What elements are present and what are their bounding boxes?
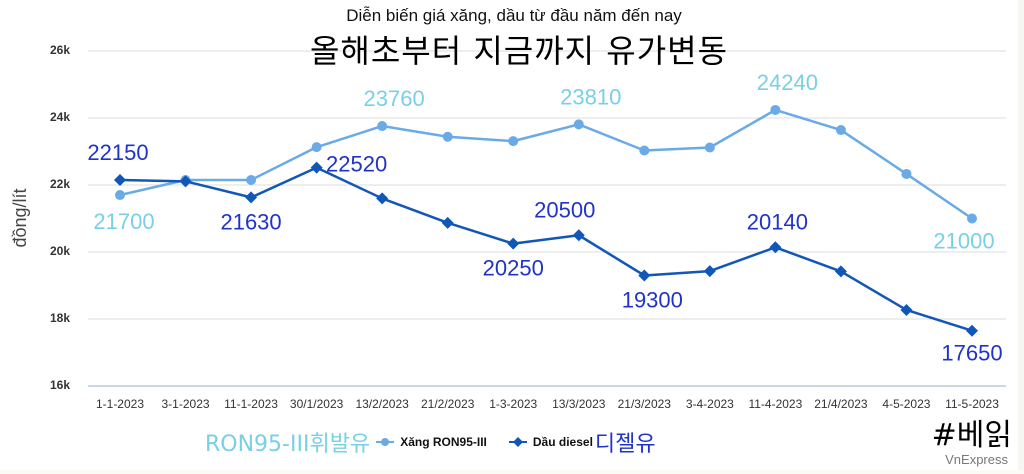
circle-data-point[interactable] bbox=[639, 145, 650, 156]
circle-data-point[interactable] bbox=[115, 190, 125, 201]
data-label: 20500 bbox=[534, 197, 595, 222]
source-credit: VnExpress bbox=[945, 452, 1008, 467]
chart-title: Diễn biến giá xăng, dầu từ đầu năm đến n… bbox=[346, 6, 682, 25]
series-line-2 bbox=[119, 166, 973, 332]
hashtag-watermark: #베읽 bbox=[931, 418, 1012, 453]
diamond-data-point[interactable] bbox=[966, 324, 978, 337]
data-label: 20140 bbox=[747, 209, 808, 234]
circle-data-point[interactable] bbox=[770, 104, 781, 115]
legend-label-gasoline: Xăng RON95-III bbox=[400, 435, 487, 449]
series-line-1 bbox=[119, 108, 973, 220]
x-tick-label: 21/2/2023 bbox=[420, 397, 475, 411]
circle-data-point[interactable] bbox=[377, 121, 388, 132]
diamond-data-point[interactable] bbox=[703, 265, 716, 278]
y-tick-label: 18k bbox=[49, 311, 70, 325]
circle-data-point[interactable] bbox=[573, 119, 584, 130]
x-tick-label: 21/4/2023 bbox=[814, 397, 868, 411]
diamond-data-point[interactable] bbox=[900, 303, 913, 316]
data-label: 22150 bbox=[87, 140, 148, 165]
legend-item-diesel[interactable]: Dầu diesel bbox=[508, 435, 593, 449]
circle-data-point[interactable] bbox=[967, 213, 977, 224]
circle-data-point[interactable] bbox=[835, 125, 846, 136]
legend-korean-gasoline-label: RON95-III휘발유 bbox=[205, 432, 371, 457]
chart-subtitle-korean: 올해초부터 지금까지 유가변동 bbox=[309, 32, 729, 70]
x-tick-label: 13/2/2023 bbox=[355, 397, 409, 411]
right-margin bbox=[1018, 0, 1024, 474]
data-label: 23760 bbox=[364, 86, 425, 111]
data-label: 19300 bbox=[622, 287, 683, 312]
x-tick-label: 3-1-2023 bbox=[161, 397, 210, 411]
diamond-marker-icon bbox=[508, 437, 527, 447]
y-tick-label: 16k bbox=[49, 378, 70, 392]
x-tick-label: 11-1-2023 bbox=[224, 397, 278, 411]
circle-marker-icon bbox=[376, 438, 395, 446]
diamond-data-point[interactable] bbox=[638, 269, 651, 282]
data-label: 17650 bbox=[941, 341, 1002, 366]
circle-data-point[interactable] bbox=[246, 174, 257, 185]
diamond-data-point[interactable] bbox=[441, 216, 454, 229]
x-tick-label: 21/3/2023 bbox=[617, 397, 671, 411]
diamond-data-point[interactable] bbox=[376, 192, 389, 205]
circle-data-point[interactable] bbox=[901, 168, 912, 179]
diamond-data-point[interactable] bbox=[114, 173, 126, 186]
diamond-data-point[interactable] bbox=[507, 237, 520, 250]
x-tick-label: 4-5-2023 bbox=[882, 397, 931, 411]
x-tick-label: 11-4-2023 bbox=[748, 397, 803, 411]
circle-data-point[interactable] bbox=[442, 131, 453, 142]
y-tick-label: 26k bbox=[49, 43, 70, 57]
diamond-data-point[interactable] bbox=[572, 229, 585, 242]
y-tick-label: 20k bbox=[49, 244, 70, 258]
y-tick-label: 22k bbox=[49, 177, 70, 191]
bottom-margin bbox=[0, 470, 1024, 474]
data-label: 24240 bbox=[757, 70, 818, 95]
x-tick-label: 13/3/2023 bbox=[552, 397, 606, 411]
data-label: 23810 bbox=[560, 84, 621, 109]
legend-label-diesel: Dầu diesel bbox=[532, 435, 593, 449]
x-tick-label: 11-5-2023 bbox=[945, 397, 999, 411]
y-axis-label: đồng/lít bbox=[10, 188, 30, 248]
data-label: 22520 bbox=[326, 152, 387, 177]
legend-item-gasoline[interactable]: Xăng RON95-III bbox=[376, 435, 487, 449]
data-label: 21700 bbox=[93, 209, 154, 234]
x-tick-label: 30/1/2023 bbox=[289, 397, 344, 411]
data-label: 20250 bbox=[483, 256, 544, 281]
diamond-data-point[interactable] bbox=[245, 191, 258, 204]
circle-data-point[interactable] bbox=[508, 136, 519, 147]
diamond-data-point[interactable] bbox=[834, 265, 847, 278]
x-tick-label: 1-1-2023 bbox=[95, 397, 145, 411]
circle-data-point[interactable] bbox=[704, 142, 715, 153]
diamond-data-point[interactable] bbox=[310, 161, 323, 174]
legend: RON95-III휘발유 Xăng RON95-III Dầu diesel 디… bbox=[205, 424, 656, 460]
diamond-data-point[interactable] bbox=[179, 175, 192, 188]
x-tick-label: 3-4-2023 bbox=[685, 397, 734, 411]
x-tick-label: 1-3-2023 bbox=[489, 397, 538, 411]
y-tick-label: 24k bbox=[49, 110, 70, 124]
circle-data-point[interactable] bbox=[311, 142, 322, 153]
data-label: 21630 bbox=[220, 209, 281, 234]
data-label: 21000 bbox=[933, 229, 994, 254]
legend-korean-diesel-label: 디젤유 bbox=[594, 432, 656, 457]
diamond-data-point[interactable] bbox=[769, 241, 782, 254]
